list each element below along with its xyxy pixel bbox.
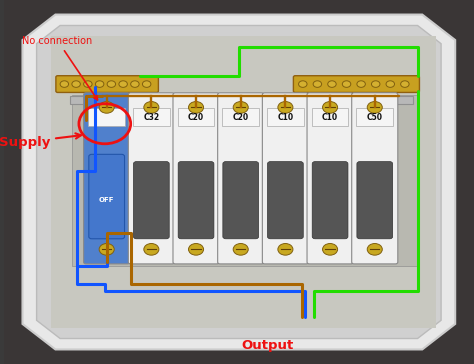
FancyBboxPatch shape xyxy=(133,108,170,126)
FancyBboxPatch shape xyxy=(72,95,418,266)
FancyBboxPatch shape xyxy=(51,36,437,328)
Circle shape xyxy=(144,102,159,113)
FancyBboxPatch shape xyxy=(307,93,353,264)
FancyBboxPatch shape xyxy=(312,108,348,126)
Circle shape xyxy=(386,81,394,87)
Polygon shape xyxy=(36,25,441,339)
Circle shape xyxy=(131,81,139,87)
Text: Output: Output xyxy=(241,339,293,352)
Circle shape xyxy=(401,81,409,87)
Circle shape xyxy=(328,81,336,87)
Text: C20: C20 xyxy=(233,113,249,122)
Circle shape xyxy=(322,244,337,255)
Circle shape xyxy=(233,244,248,255)
Polygon shape xyxy=(4,0,474,364)
Circle shape xyxy=(278,244,293,255)
FancyBboxPatch shape xyxy=(222,108,259,126)
Circle shape xyxy=(119,81,128,87)
Polygon shape xyxy=(22,15,455,349)
FancyBboxPatch shape xyxy=(88,108,125,126)
Circle shape xyxy=(233,102,248,113)
FancyBboxPatch shape xyxy=(312,162,348,239)
FancyBboxPatch shape xyxy=(173,93,219,264)
FancyBboxPatch shape xyxy=(134,162,169,239)
FancyBboxPatch shape xyxy=(223,162,259,239)
Circle shape xyxy=(60,81,69,87)
FancyBboxPatch shape xyxy=(89,154,125,239)
FancyBboxPatch shape xyxy=(267,108,304,126)
Circle shape xyxy=(372,81,380,87)
Circle shape xyxy=(144,244,159,255)
FancyBboxPatch shape xyxy=(218,93,264,264)
FancyBboxPatch shape xyxy=(70,96,413,104)
FancyBboxPatch shape xyxy=(352,93,398,264)
Circle shape xyxy=(83,81,92,87)
Text: C50: C50 xyxy=(367,113,383,122)
Circle shape xyxy=(189,244,203,255)
Circle shape xyxy=(107,81,116,87)
FancyBboxPatch shape xyxy=(83,93,130,264)
Circle shape xyxy=(95,81,104,87)
FancyBboxPatch shape xyxy=(56,76,158,92)
Circle shape xyxy=(278,102,293,113)
Circle shape xyxy=(99,102,114,113)
Circle shape xyxy=(367,244,383,255)
FancyBboxPatch shape xyxy=(267,162,303,239)
Text: C10: C10 xyxy=(277,113,293,122)
Circle shape xyxy=(342,81,351,87)
Circle shape xyxy=(99,244,114,255)
Text: C32: C32 xyxy=(143,113,159,122)
FancyBboxPatch shape xyxy=(178,162,214,239)
FancyBboxPatch shape xyxy=(357,162,392,239)
FancyBboxPatch shape xyxy=(293,76,419,92)
FancyBboxPatch shape xyxy=(356,108,393,126)
FancyBboxPatch shape xyxy=(178,108,214,126)
Text: Supply: Supply xyxy=(0,133,81,149)
Text: No connection: No connection xyxy=(22,36,98,100)
FancyBboxPatch shape xyxy=(262,93,309,264)
Circle shape xyxy=(142,81,151,87)
Text: C10: C10 xyxy=(322,113,338,122)
Circle shape xyxy=(72,81,80,87)
Circle shape xyxy=(299,81,307,87)
Circle shape xyxy=(367,102,383,113)
Circle shape xyxy=(313,81,322,87)
Circle shape xyxy=(357,81,365,87)
Text: OFF: OFF xyxy=(99,197,114,203)
Circle shape xyxy=(322,102,337,113)
Circle shape xyxy=(189,102,203,113)
Text: C20: C20 xyxy=(188,113,204,122)
FancyBboxPatch shape xyxy=(128,93,174,264)
